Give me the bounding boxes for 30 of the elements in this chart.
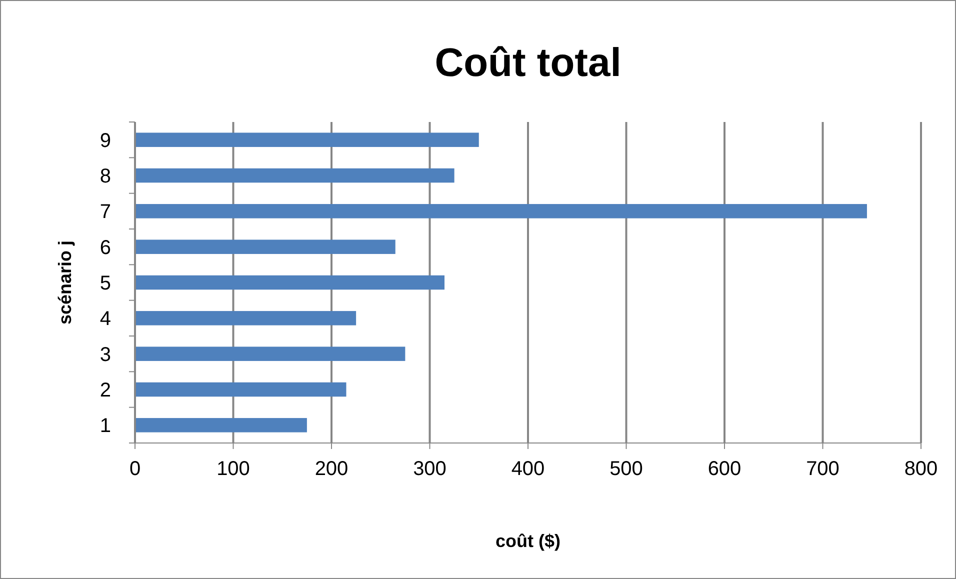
y-axis-title: scénario j: [55, 240, 75, 325]
x-axis-title: coût ($): [496, 531, 560, 551]
bar: [135, 275, 444, 290]
bar: [135, 382, 346, 397]
x-tick-label: 400: [511, 458, 545, 480]
chart-title: Coût total: [434, 41, 622, 85]
x-tick-label: 500: [610, 458, 643, 480]
bar: [135, 132, 479, 147]
y-tick-label: 8: [100, 166, 111, 188]
y-tick-label: 4: [100, 308, 111, 330]
x-tick-label: 300: [413, 458, 446, 480]
y-tick-label: 1: [100, 415, 111, 438]
x-tick-label: 700: [806, 458, 840, 480]
bar: [135, 311, 356, 326]
x-tick-label: 600: [708, 458, 742, 480]
y-tick-label: 7: [100, 201, 111, 224]
bar: [135, 418, 307, 432]
y-tick-label: 3: [100, 344, 111, 366]
bar: [135, 204, 867, 218]
bar: [135, 346, 406, 361]
x-tick-label: 800: [904, 458, 938, 480]
y-tick-label: 5: [100, 272, 111, 294]
bar: [135, 240, 396, 254]
x-tick-label: 100: [216, 458, 250, 480]
y-tick-label: 9: [100, 130, 111, 152]
y-tick-label: 6: [100, 236, 111, 259]
x-tick-label: 0: [129, 458, 141, 480]
bar: [135, 168, 454, 183]
x-tick-label: 200: [314, 458, 348, 480]
y-tick-label: 2: [100, 380, 111, 402]
